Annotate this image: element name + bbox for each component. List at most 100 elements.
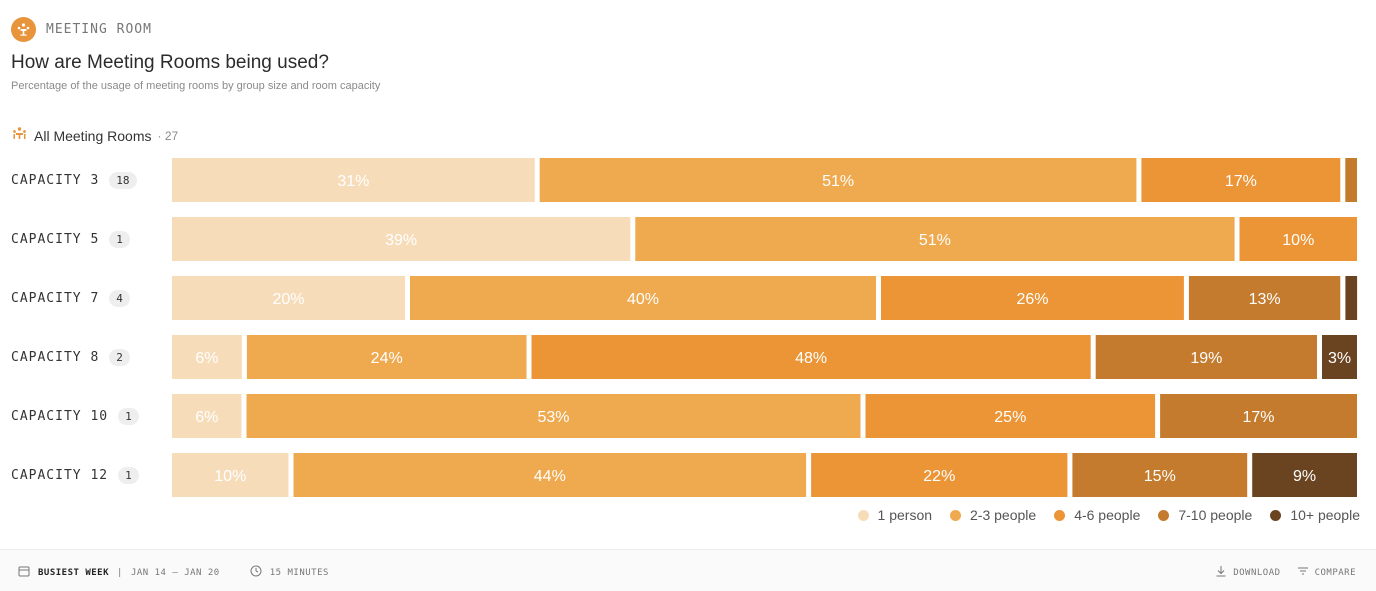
bar-value-label: 6%	[195, 409, 218, 426]
room-count-badge: 2	[109, 348, 130, 366]
section-label: MEETING ROOM	[46, 22, 152, 37]
bar-segment[interactable]	[531, 335, 1091, 379]
bar-value-label: 48%	[795, 350, 827, 367]
group-count: · 27	[157, 129, 179, 143]
group-count-value: 27	[164, 129, 179, 143]
bar-segment[interactable]	[410, 276, 876, 320]
bar-value-label: 39%	[385, 232, 417, 249]
calendar-icon	[18, 565, 30, 580]
meeting-room-icon	[11, 17, 36, 42]
bar-segment[interactable]	[1252, 453, 1357, 497]
filter-icon	[1297, 565, 1309, 580]
bar-segment[interactable]	[635, 217, 1235, 261]
capacity-label: CAPACITY 5	[11, 231, 100, 247]
page-title: How are Meeting Rooms being used?	[11, 52, 329, 73]
row-label-capacity-7: CAPACITY 7 4	[11, 276, 130, 320]
room-count-badge: 18	[109, 171, 137, 189]
interval-label: 15 MINUTES	[269, 567, 329, 578]
bar-segment[interactable]	[1345, 276, 1358, 320]
legend-label: 2-3 people	[970, 507, 1037, 523]
bar-segment[interactable]	[172, 217, 631, 261]
footer-separator: |	[117, 567, 123, 578]
capacity-label: CAPACITY 3	[11, 172, 100, 188]
page-subtitle: Percentage of the usage of meeting rooms…	[11, 80, 381, 92]
legend-label: 1 person	[877, 507, 933, 523]
legend-swatch	[1054, 509, 1066, 521]
bar-segment[interactable]	[865, 394, 1156, 438]
stacked-bar-chart: 31% 51% 17% 39% 51% 10% 20% 40% 26% 13% 6% 24% 48% 19…	[172, 158, 1358, 497]
meeting-group-icon	[11, 126, 28, 146]
group-header: All Meeting Rooms · 27	[11, 126, 178, 146]
bar-value-label: 3%	[1328, 350, 1351, 367]
download-icon	[1215, 565, 1227, 580]
capacity-label: CAPACITY 10	[11, 408, 109, 424]
bar-value-label: 24%	[371, 350, 403, 367]
bar-value-label: 9%	[1293, 468, 1316, 485]
bar-segment[interactable]	[881, 276, 1184, 320]
bar-value-label: 31%	[337, 173, 369, 190]
download-button[interactable]: DOWNLOAD	[1215, 565, 1280, 580]
row-label-capacity-5: CAPACITY 5 1	[11, 217, 130, 261]
row-label-capacity-3: CAPACITY 3 18	[11, 158, 137, 202]
bar-segment[interactable]	[1141, 158, 1341, 202]
bar-segment[interactable]	[172, 394, 242, 438]
legend-item-2-3-people[interactable]: 2-3 people	[950, 507, 1036, 523]
compare-button[interactable]: COMPARE	[1297, 565, 1356, 580]
legend-item-7-10-people[interactable]: 7-10 people	[1158, 507, 1252, 523]
legend-swatch	[1158, 509, 1170, 521]
bar-segment[interactable]	[293, 453, 807, 497]
bar-segment[interactable]	[1322, 335, 1357, 379]
bar-segment[interactable]	[1188, 276, 1341, 320]
bar-value-label: 25%	[994, 409, 1026, 426]
compare-label: COMPARE	[1314, 567, 1356, 578]
footer: BUSIEST WEEK | JAN 14 – JAN 20 15 MINUTE…	[0, 549, 1376, 591]
bar-segment[interactable]	[539, 158, 1137, 202]
bar-segment[interactable]	[172, 158, 535, 202]
row-label-capacity-10: CAPACITY 10 1	[11, 394, 139, 438]
bar-value-label: 13%	[1249, 291, 1281, 308]
bar-value-label: 22%	[923, 468, 955, 485]
room-count-badge: 1	[118, 407, 139, 425]
bar-segment[interactable]	[246, 394, 861, 438]
chart-legend: 1 person 2-3 people 4-6 people 7-10 peop…	[857, 507, 1360, 523]
capacity-label: CAPACITY 12	[11, 467, 109, 483]
bar-segment[interactable]	[1239, 217, 1358, 261]
bar-value-label: 6%	[195, 350, 218, 367]
room-count-badge: 1	[109, 230, 130, 248]
capacity-label: CAPACITY 8	[11, 349, 100, 365]
legend-swatch	[1270, 509, 1282, 521]
bar-value-label: 26%	[1016, 291, 1048, 308]
room-count-badge: 1	[118, 466, 139, 484]
legend-item-4-6-people[interactable]: 4-6 people	[1054, 507, 1140, 523]
row-label-capacity-12: CAPACITY 12 1	[11, 453, 139, 497]
legend-label: 4-6 people	[1074, 507, 1141, 523]
bar-segment[interactable]	[1072, 453, 1248, 497]
bar-value-label: 40%	[627, 291, 659, 308]
date-range: JAN 14 – JAN 20	[130, 567, 220, 578]
header: MEETING ROOM	[11, 17, 152, 42]
bar-segment[interactable]	[1160, 394, 1357, 438]
bar-segment[interactable]	[172, 276, 405, 320]
legend-item-10-plus-people[interactable]: 10+ people	[1270, 507, 1360, 523]
bar-segment[interactable]	[172, 453, 289, 497]
legend-label: 10+ people	[1290, 507, 1360, 523]
clock-icon	[250, 565, 262, 580]
bar-segment[interactable]	[811, 453, 1068, 497]
bar-value-label: 20%	[272, 291, 304, 308]
bar-value-label: 17%	[1242, 409, 1274, 426]
busiest-week-label: BUSIEST WEEK	[38, 567, 110, 578]
bar-value-label: 10%	[1282, 232, 1314, 249]
room-count-badge: 4	[109, 289, 130, 307]
bar-value-label: 44%	[534, 468, 566, 485]
footer-meta: BUSIEST WEEK | JAN 14 – JAN 20 15 MINUTE…	[18, 565, 329, 580]
bar-value-label: 51%	[919, 232, 951, 249]
bar-segment[interactable]	[1345, 158, 1357, 202]
bar-segment[interactable]	[246, 335, 527, 379]
legend-item-1-person[interactable]: 1 person	[857, 507, 933, 523]
bar-value-label: 51%	[822, 173, 854, 190]
row-label-capacity-8: CAPACITY 8 2	[11, 335, 130, 379]
legend-swatch	[857, 509, 869, 521]
capacity-label: CAPACITY 7	[11, 290, 100, 306]
bar-segment[interactable]	[172, 335, 242, 379]
bar-segment[interactable]	[1095, 335, 1317, 379]
